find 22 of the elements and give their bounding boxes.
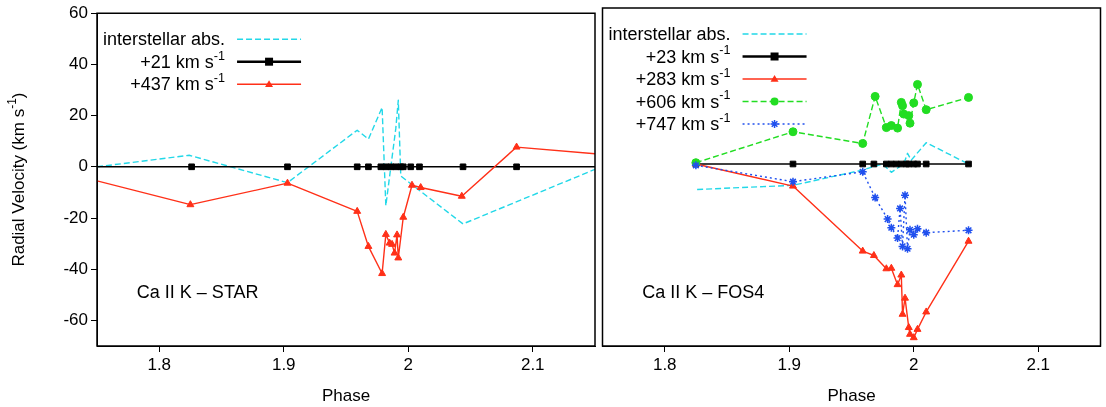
x-tick-label: 1.9 [271,354,296,374]
x-axis-title: Phase [321,386,371,405]
x-tick-label: 1.9 [777,354,802,374]
legend-label: interstellar abs. [608,24,731,44]
y-tick-label: 20 [69,105,88,125]
x-tick-label: 2 [403,354,413,374]
x-tick-label: 2 [909,354,919,374]
annotation: Ca II K – FOS4 [642,282,765,302]
y-tick-label: 40 [69,54,88,74]
y-tick-label: -40 [63,258,88,278]
x-tick-label: 2.1 [520,354,545,374]
legend-label: interstellar abs. [103,29,226,50]
x-axis-title: Phase [827,386,876,405]
x-tick-label: 1.8 [147,354,172,374]
y-tick-label: -60 [63,310,88,330]
y-axis-title: Radial Velocity (km s-1) [5,92,28,267]
x-tick-label: 2.1 [1026,354,1051,374]
y-tick-label: -20 [63,207,88,227]
y-tick-label: 0 [78,156,88,176]
y-tick-label: 60 [69,2,88,22]
x-tick-label: 1.8 [652,354,677,374]
annotation: Ca II K – STAR [136,282,259,302]
